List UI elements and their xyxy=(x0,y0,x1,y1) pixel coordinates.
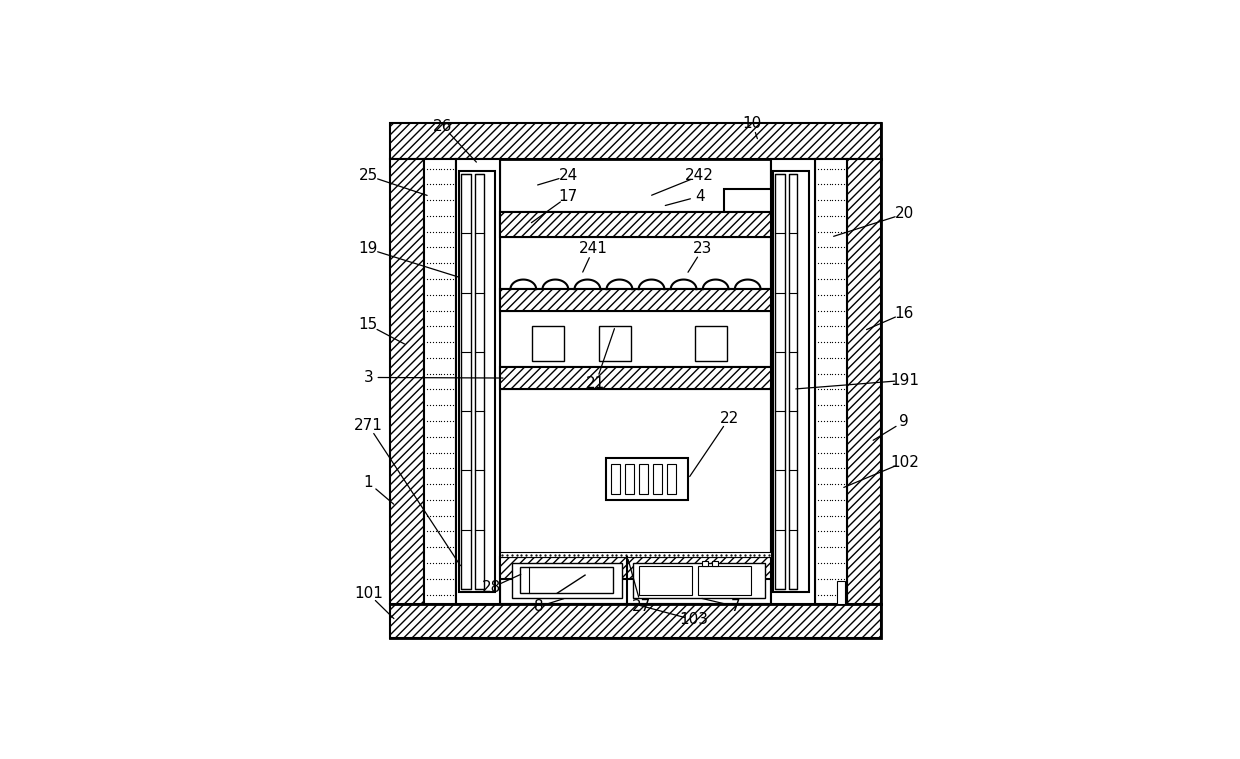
Text: 8: 8 xyxy=(534,599,544,614)
Bar xyxy=(500,557,771,579)
Bar xyxy=(667,464,676,494)
Text: 10: 10 xyxy=(743,115,763,131)
Text: 22: 22 xyxy=(719,411,739,426)
Bar xyxy=(837,581,846,603)
Text: 3: 3 xyxy=(363,370,373,385)
Bar xyxy=(639,464,649,494)
Text: 102: 102 xyxy=(890,455,919,470)
Bar xyxy=(521,568,613,593)
Text: 25: 25 xyxy=(358,168,378,184)
Bar xyxy=(789,174,797,589)
Bar xyxy=(532,326,564,361)
Text: 23: 23 xyxy=(693,241,713,257)
Bar xyxy=(702,561,708,565)
Bar xyxy=(512,562,621,598)
Text: 27: 27 xyxy=(631,599,651,614)
Bar xyxy=(653,464,662,494)
Bar xyxy=(606,458,688,500)
Text: 15: 15 xyxy=(358,317,378,332)
Bar xyxy=(500,212,771,237)
Bar xyxy=(475,174,484,589)
Bar xyxy=(500,159,771,212)
Bar xyxy=(461,174,471,589)
Bar xyxy=(773,171,808,592)
Bar xyxy=(391,123,880,159)
Bar xyxy=(500,389,771,557)
Text: 26: 26 xyxy=(433,118,453,134)
Text: 17: 17 xyxy=(559,189,578,203)
Bar xyxy=(459,171,495,592)
Text: 9: 9 xyxy=(899,414,909,429)
Text: 24: 24 xyxy=(559,168,578,184)
Text: 7: 7 xyxy=(732,599,740,614)
Bar xyxy=(456,159,500,603)
Bar xyxy=(599,326,631,361)
Text: 271: 271 xyxy=(353,418,383,433)
Text: 19: 19 xyxy=(358,241,378,257)
Bar xyxy=(625,464,635,494)
Text: 103: 103 xyxy=(680,613,708,628)
Bar xyxy=(634,562,765,598)
Bar xyxy=(391,603,880,638)
Bar xyxy=(815,159,847,603)
Text: 241: 241 xyxy=(579,241,608,257)
Bar xyxy=(724,189,771,212)
Bar xyxy=(391,123,880,638)
Bar xyxy=(771,159,815,603)
Text: 20: 20 xyxy=(895,206,914,222)
Bar xyxy=(500,557,771,603)
Bar xyxy=(391,159,424,603)
Bar xyxy=(424,159,456,603)
Bar xyxy=(500,289,771,311)
Bar xyxy=(847,159,880,603)
Text: 21: 21 xyxy=(587,376,605,391)
Text: 101: 101 xyxy=(353,586,383,601)
Text: 16: 16 xyxy=(894,306,914,320)
Bar xyxy=(500,553,771,557)
Bar xyxy=(500,237,771,289)
Text: 4: 4 xyxy=(694,189,704,203)
Bar xyxy=(611,464,620,494)
Bar xyxy=(712,561,718,565)
Text: 1: 1 xyxy=(363,475,373,490)
Bar xyxy=(775,174,785,589)
Text: 242: 242 xyxy=(686,168,714,184)
Bar xyxy=(500,311,771,367)
Bar xyxy=(500,367,771,389)
Text: 28: 28 xyxy=(481,581,501,595)
Text: 191: 191 xyxy=(890,373,919,388)
Bar xyxy=(698,565,750,595)
Bar xyxy=(500,159,771,603)
Bar xyxy=(696,326,727,361)
Bar xyxy=(639,565,692,595)
